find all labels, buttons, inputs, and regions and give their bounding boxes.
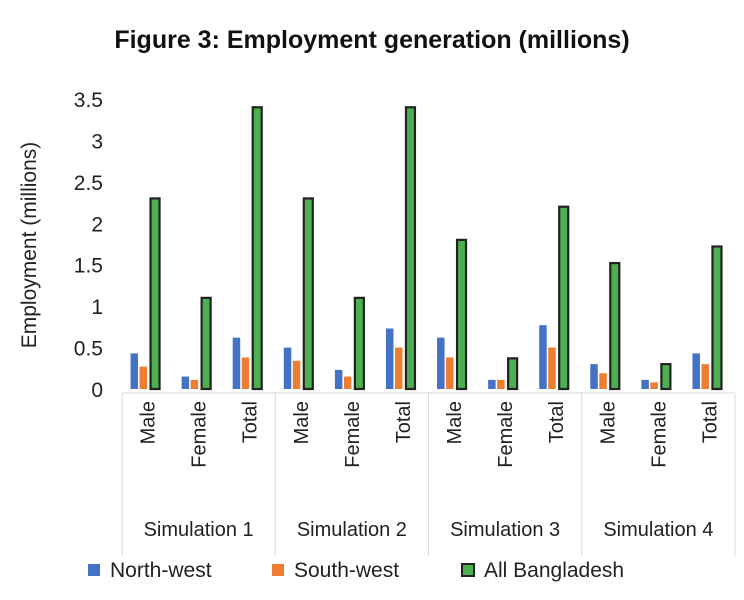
y-tick-label: 1 xyxy=(91,296,103,319)
bar-south-west xyxy=(599,373,607,389)
x-category-label: Total xyxy=(393,401,415,443)
bar-north-west xyxy=(232,337,241,389)
bar-south-west xyxy=(139,366,148,389)
bar-all-bangladesh xyxy=(353,296,365,391)
bar-all-bangladesh xyxy=(455,238,468,391)
bar-north-west xyxy=(692,353,700,389)
legend-swatch-north-west xyxy=(88,564,100,576)
bar-north-west xyxy=(590,364,598,389)
bar-all-bangladesh xyxy=(507,357,519,391)
bar-south-west xyxy=(548,347,556,389)
x-category-label: Female xyxy=(495,401,517,468)
x-category-label: Total xyxy=(699,401,721,443)
bar-all-bangladesh xyxy=(149,197,161,391)
legend-label: All Bangladesh xyxy=(484,559,624,582)
legend-label: South-west xyxy=(294,559,399,582)
y-tick-label: 0.5 xyxy=(74,338,103,361)
bar-north-west xyxy=(130,353,139,389)
y-tick-label: 1.5 xyxy=(74,255,103,278)
x-category-label: Female xyxy=(189,401,211,468)
bar-south-west xyxy=(394,347,403,389)
bar-south-west xyxy=(650,382,658,389)
x-category-label: Total xyxy=(546,401,568,443)
y-tick-label: 0 xyxy=(91,379,103,402)
y-tick-label: 2 xyxy=(91,213,103,236)
bar-south-west xyxy=(701,364,709,389)
bar-south-west xyxy=(446,357,454,389)
y-axis-label: Employment (millions) xyxy=(18,142,41,349)
bar-all-bangladesh xyxy=(404,106,417,391)
y-tick-label: 3 xyxy=(91,130,103,153)
bar-all-bangladesh xyxy=(609,261,621,391)
bar-all-bangladesh xyxy=(200,296,212,391)
legend-label: North-west xyxy=(110,559,212,582)
bar-north-west xyxy=(283,347,292,389)
bar-north-west xyxy=(181,376,190,389)
legend-swatch-all-bangladesh xyxy=(461,563,475,577)
bar-south-west xyxy=(497,379,505,389)
x-category-label: Female xyxy=(648,401,670,468)
y-tick-label: 2.5 xyxy=(74,172,103,195)
chart-title: Figure 3: Employment generation (million… xyxy=(114,26,629,54)
bar-north-west xyxy=(641,379,649,389)
x-category-label: Male xyxy=(291,401,313,444)
x-category-label: Female xyxy=(342,401,364,468)
bar-south-west xyxy=(343,376,352,389)
x-category-label: Male xyxy=(444,401,466,444)
bar-south-west xyxy=(241,357,250,389)
x-group-label: Simulation 4 xyxy=(603,519,713,541)
x-group-label: Simulation 2 xyxy=(297,519,407,541)
bar-north-west xyxy=(539,325,547,389)
legend-swatch-south-west xyxy=(272,564,284,576)
bar-all-bangladesh xyxy=(302,197,314,391)
bar-north-west xyxy=(385,328,394,389)
bar-all-bangladesh xyxy=(558,205,570,391)
y-tick-label: 3.5 xyxy=(74,89,103,112)
bar-north-west xyxy=(488,379,496,389)
x-group-label: Simulation 3 xyxy=(450,519,560,541)
bar-north-west xyxy=(437,337,445,389)
x-group-label: Simulation 1 xyxy=(144,519,254,541)
bar-all-bangladesh xyxy=(251,106,263,391)
bar-all-bangladesh xyxy=(660,363,672,391)
bar-all-bangladesh xyxy=(711,245,723,391)
x-category-label: Total xyxy=(240,401,262,443)
bar-south-west xyxy=(190,379,199,389)
bar-south-west xyxy=(292,360,301,389)
x-category-label: Male xyxy=(597,401,619,444)
x-category-label: Male xyxy=(138,401,160,444)
bar-north-west xyxy=(334,369,343,389)
